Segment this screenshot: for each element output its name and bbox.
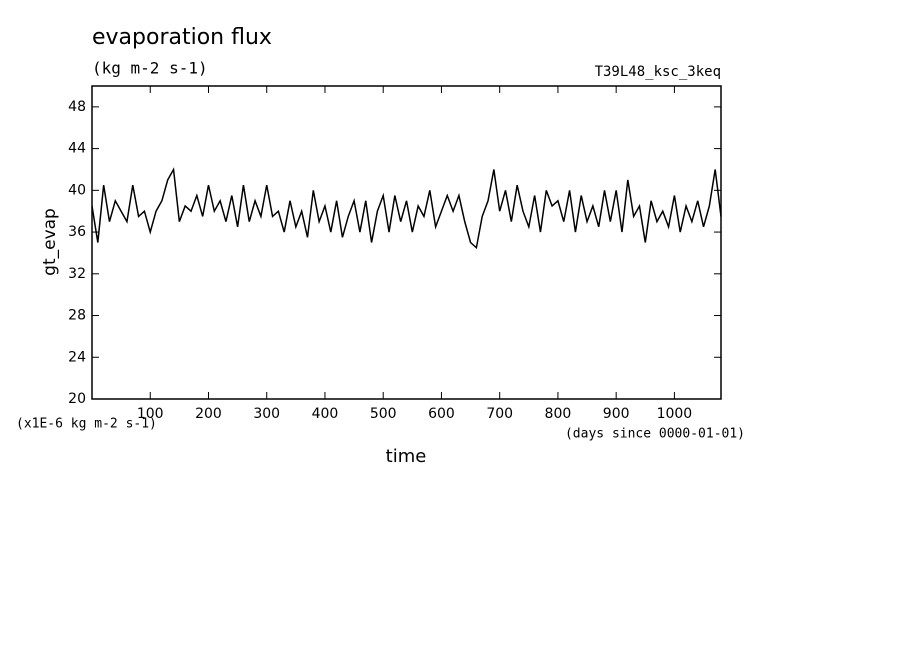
x-tick-label: 400 <box>312 406 339 422</box>
y-tick-label: 28 <box>68 308 86 324</box>
x-tick-label: 800 <box>545 406 572 422</box>
y-unit-label: (x1E-6 kg m-2 s-1) <box>16 417 157 432</box>
annotation: T39L48_ksc_3keq <box>595 64 721 80</box>
y-tick-label: 40 <box>68 182 86 198</box>
x-tick-label: 200 <box>195 406 222 422</box>
x-tick-label: 900 <box>603 406 630 422</box>
data-line <box>91 167 722 250</box>
y-tick-label: 32 <box>68 266 86 282</box>
x-tick-label: 500 <box>370 406 397 422</box>
x-tick-label: 1000 <box>657 406 693 422</box>
y-tick-label: 36 <box>68 224 86 240</box>
y-tick-label: 44 <box>68 141 86 157</box>
chart-title: evaporation flux <box>92 25 272 50</box>
y-tick-label: 48 <box>68 99 86 115</box>
y-tick-label: 24 <box>68 349 86 365</box>
x-tick-label: 300 <box>253 406 280 422</box>
x-tick-label: 600 <box>428 406 455 422</box>
x-tick-label: 100 <box>137 406 164 422</box>
chart-subtitle: (kg m-2 s-1) <box>92 59 208 78</box>
x-unit-label: (days since 0000-01-01) <box>565 427 745 442</box>
x-axis-label: time <box>386 446 427 467</box>
y-tick-label: 20 <box>68 391 86 407</box>
x-tick-label: 700 <box>486 406 513 422</box>
plot-frame <box>91 85 722 400</box>
y-axis-label: gt_evap <box>40 208 60 276</box>
